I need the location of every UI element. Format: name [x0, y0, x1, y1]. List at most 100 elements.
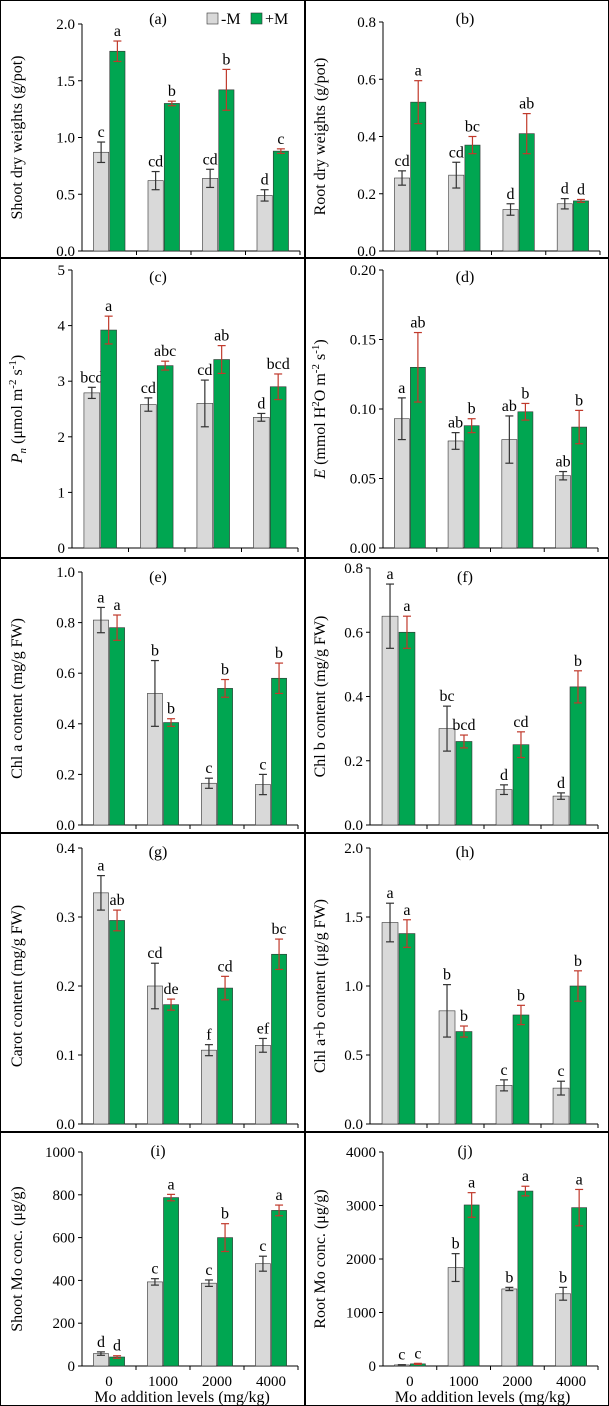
bar-minus-m [93, 619, 109, 826]
significance-label: a [168, 1176, 175, 1193]
bar-plus-m [163, 103, 180, 252]
bar-minus-m [556, 203, 573, 252]
y-tick-label: 0.5 [56, 187, 75, 203]
x-tick-label: 1000 [148, 1374, 178, 1390]
significance-label: d [261, 172, 269, 189]
bar-plus-m [571, 426, 587, 549]
significance-label: a [386, 885, 393, 902]
y-tick-label: 0.0 [56, 244, 75, 260]
y-tick-label: 0.05 [350, 472, 376, 488]
significance-label: c [259, 756, 266, 773]
significance-label: a [276, 1187, 283, 1204]
y-tick-label: 1.0 [56, 565, 75, 581]
significance-label: a [105, 298, 112, 315]
legend-label: -M [221, 11, 241, 28]
panel-label: (e) [149, 569, 167, 586]
bar-minus-m [501, 1288, 518, 1367]
significance-label: b [574, 653, 582, 670]
significance-label: b [221, 662, 229, 679]
y-tick-label: 0.4 [56, 841, 75, 857]
bar-minus-m [255, 1263, 271, 1367]
significance-label: a [522, 1168, 529, 1185]
significance-label: cd [394, 153, 409, 170]
bar-plus-m [109, 627, 125, 826]
bar-plus-m [100, 329, 117, 549]
y-tick-label: 0.20 [350, 263, 376, 279]
significance-label: b [168, 83, 176, 100]
bar-minus-m [201, 1282, 217, 1367]
significance-label: ab [519, 96, 534, 113]
y-tick-label: 0.2 [344, 754, 363, 770]
significance-label: a [97, 858, 104, 875]
significance-label: cd [218, 958, 233, 975]
bar-plus-m [217, 1237, 233, 1367]
significance-label: ab [110, 892, 125, 909]
significance-label: b [468, 401, 476, 418]
panel-label: (g) [149, 844, 168, 861]
bar-minus-m [555, 1293, 571, 1367]
panel-label: (d) [456, 269, 475, 286]
significance-label: a [468, 1175, 475, 1192]
y-axis-label: Chl a content (mg/g FW) [9, 618, 26, 779]
y-tick-label: 0 [68, 1359, 76, 1375]
bar-plus-m [271, 677, 287, 826]
y-tick-label: 0.6 [357, 72, 376, 88]
bar-plus-m [410, 101, 427, 252]
x-tick-label: 4000 [256, 1374, 286, 1390]
legend-swatch-minus-m [206, 12, 219, 25]
significance-label: b [574, 953, 582, 970]
significance-label: d [577, 181, 585, 198]
y-axis-label: Pn (μmol m-2 s-1) [7, 355, 29, 464]
y-tick-label: 600 [53, 1231, 76, 1247]
bar-minus-m [201, 782, 217, 826]
bar-plus-m [398, 631, 416, 826]
significance-label: c [398, 1347, 405, 1364]
significance-label: bc [439, 688, 454, 705]
panel-label: (j) [457, 1143, 472, 1160]
y-tick-label: 2.0 [344, 841, 363, 857]
y-tick-label: 0.0 [56, 818, 75, 834]
significance-label: d [257, 395, 265, 412]
significance-label: ef [257, 1020, 270, 1037]
bar-plus-m [455, 741, 473, 826]
significance-label: d [97, 1334, 105, 1351]
significance-label: bcd [80, 369, 103, 386]
bar-plus-m [455, 1031, 473, 1125]
panel-label: (f) [457, 569, 473, 586]
bar-minus-m [201, 1049, 217, 1125]
y-tick-label: 4000 [346, 1145, 376, 1161]
significance-label: cd [147, 945, 162, 962]
panel-label: (i) [150, 1143, 165, 1160]
y-tick-label: 0.2 [56, 767, 75, 783]
x-tick-label: 2000 [502, 1374, 532, 1390]
significance-label: cd [513, 714, 528, 731]
bar-minus-m [447, 1267, 464, 1367]
chart-panel-g: 0.0 0.1 0.2 0.3 0.4 aab cd de f cd ef bc (g) Carot co… [0, 833, 305, 1133]
significance-label: cd [148, 154, 163, 171]
significance-label: ab [556, 454, 571, 471]
bar-plus-m [156, 365, 174, 549]
y-tick-label: 1.0 [56, 131, 75, 147]
x-axis-label: Mo addition levels (mg/kg) [395, 1389, 571, 1406]
y-tick-label: 1000 [346, 1306, 376, 1322]
y-tick-label: 0.4 [344, 690, 363, 706]
significance-label: c [277, 131, 284, 148]
panel-label: (c) [149, 269, 167, 286]
y-tick-label: 0.5 [344, 1048, 363, 1064]
bar-plus-m [272, 150, 289, 252]
significance-label: b [517, 987, 525, 1004]
chart-panel-a: 0.0 0.5 1.0 1.5 2.0 c a cd b cd b d c (a) Shoot dry we… [0, 0, 305, 260]
bar-plus-m [271, 1210, 287, 1367]
bar-minus-m [202, 178, 219, 252]
bar-minus-m [381, 922, 399, 1125]
y-axis-label: Shoot Mo conc. (μg/g) [9, 1186, 26, 1331]
bar-minus-m [147, 1281, 163, 1367]
bar-minus-m [93, 151, 110, 252]
significance-label: b [521, 385, 529, 402]
significance-label: b [559, 1269, 567, 1286]
y-tick-label: 0.0 [344, 818, 363, 834]
